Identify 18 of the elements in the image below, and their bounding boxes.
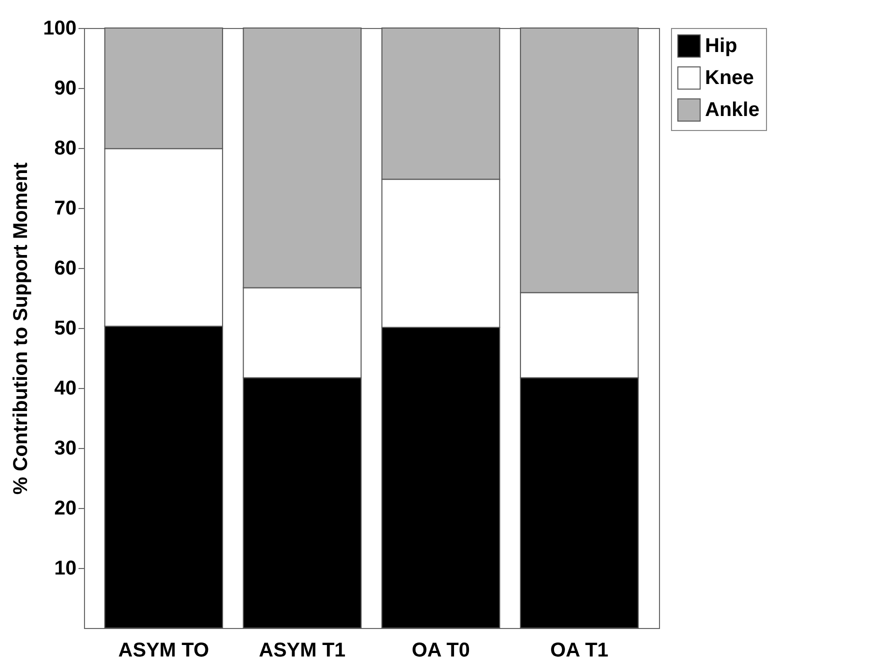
y-tick-label: 80 xyxy=(54,138,76,160)
x-tick-label: OA T0 xyxy=(412,640,470,662)
y-tick-label: 10 xyxy=(54,558,76,580)
y-tick-label: 90 xyxy=(54,78,76,100)
x-tick-label: ASYM T1 xyxy=(258,640,346,662)
y-tick-label: 30 xyxy=(54,438,76,460)
legend-label: Ankle xyxy=(705,99,760,121)
y-axis-title: % Contribution to Support Moment xyxy=(10,162,32,495)
y-tick-label: 60 xyxy=(54,258,76,280)
x-tick-label: OA T1 xyxy=(550,640,608,662)
y-tick-label: 20 xyxy=(54,498,76,520)
legend-label: Hip xyxy=(705,35,738,57)
y-tick-label: 70 xyxy=(54,198,76,220)
x-tick-label: ASYM TO xyxy=(118,640,210,662)
y-tick-label: 100 xyxy=(43,18,76,40)
y-tick-label: 50 xyxy=(54,318,76,340)
legend-label: Knee xyxy=(705,67,754,89)
y-tick-label: 40 xyxy=(54,378,76,400)
